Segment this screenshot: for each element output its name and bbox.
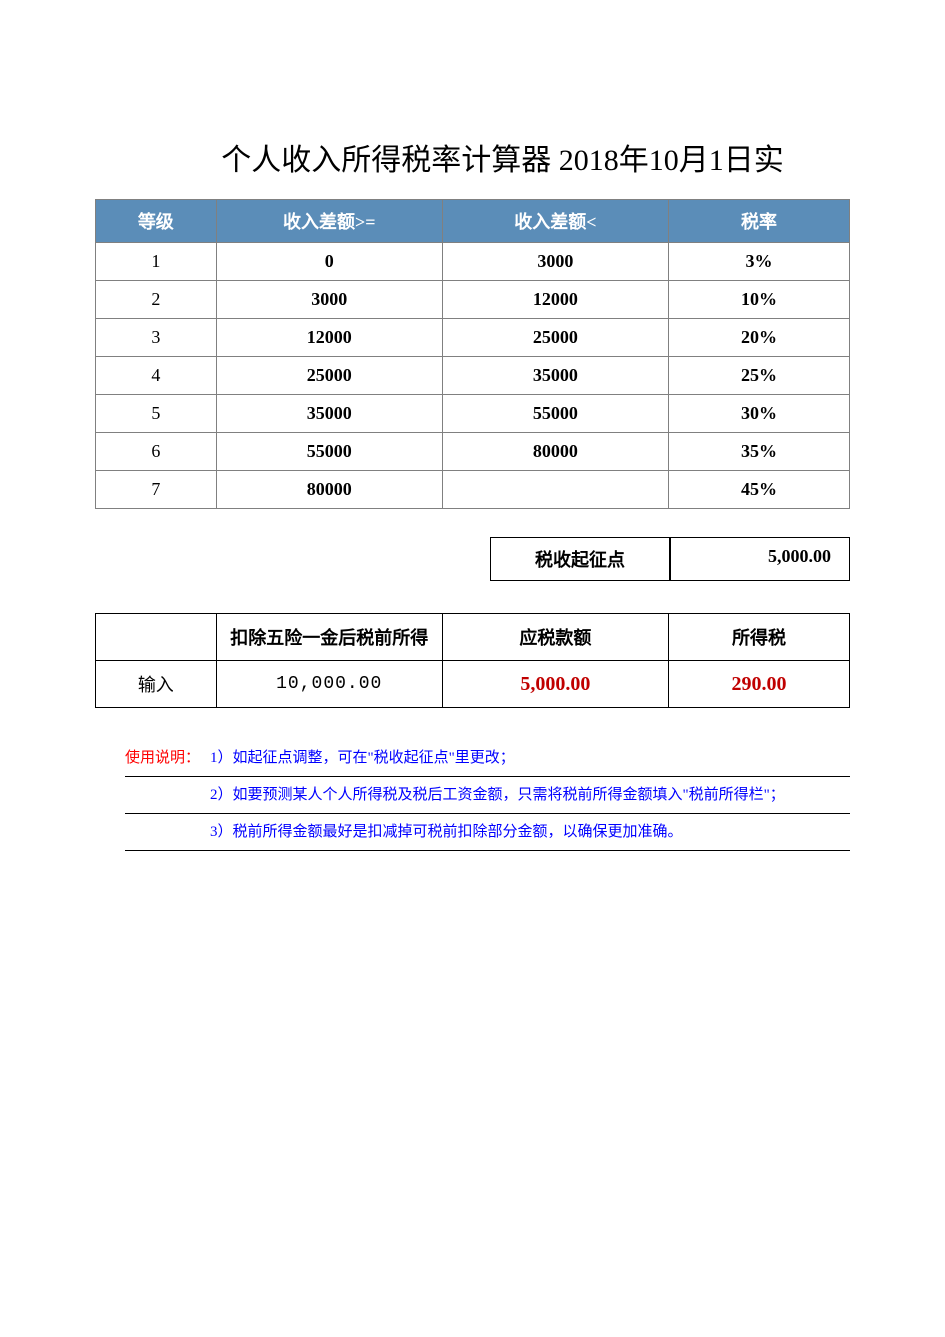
cell-level: 3: [96, 319, 217, 357]
cell-max: [442, 471, 668, 509]
cell-max: 25000: [442, 319, 668, 357]
usage-notes: 使用说明： 1）如起征点调整，可在"税收起征点"里更改； 2）如要预测某人个人所…: [95, 740, 850, 851]
cell-rate: 30%: [669, 395, 850, 433]
calc-input-row: 输入 10,000.00 5,000.00 290.00: [96, 661, 850, 708]
calc-header-row: 扣除五险一金后税前所得 应税款额 所得税: [96, 614, 850, 661]
col-min: 收入差额>=: [216, 200, 442, 243]
notes-heading-spacer: [125, 820, 210, 844]
table-row: 7 80000 45%: [96, 471, 850, 509]
cell-min: 0: [216, 243, 442, 281]
col-max: 收入差额<: [442, 200, 668, 243]
cell-rate: 45%: [669, 471, 850, 509]
note-item: 3）税前所得金额最好是扣减掉可税前扣除部分金额，以确保更加准确。: [210, 820, 850, 844]
page: 个人收入所得税率计算器 2018年10月1日实 等级 收入差额>= 收入差额< …: [0, 0, 945, 851]
cell-level: 7: [96, 471, 217, 509]
cell-level: 1: [96, 243, 217, 281]
calc-tax-value: 290.00: [669, 661, 850, 708]
table-header-row: 等级 收入差额>= 收入差额< 税率: [96, 200, 850, 243]
cell-min: 80000: [216, 471, 442, 509]
table-row: 1 0 3000 3%: [96, 243, 850, 281]
notes-heading-spacer: [125, 783, 210, 807]
calculation-table: 扣除五险一金后税前所得 应税款额 所得税 输入 10,000.00 5,000.…: [95, 613, 850, 708]
calc-col-tax: 所得税: [669, 614, 850, 661]
table-row: 3 12000 25000 20%: [96, 319, 850, 357]
table-row: 5 35000 55000 30%: [96, 395, 850, 433]
note-item: 2）如要预测某人个人所得税及税后工资金额，只需将税前所得金额填入"税前所得栏"；: [210, 783, 850, 807]
cell-level: 4: [96, 357, 217, 395]
cell-level: 2: [96, 281, 217, 319]
table-row: 2 3000 12000 10%: [96, 281, 850, 319]
cell-rate: 25%: [669, 357, 850, 395]
cell-level: 5: [96, 395, 217, 433]
cell-max: 55000: [442, 395, 668, 433]
calc-col-pretax: 扣除五险一金后税前所得: [216, 614, 442, 661]
threshold-label: 税收起征点: [490, 537, 670, 581]
cell-level: 6: [96, 433, 217, 471]
calc-input-value[interactable]: 10,000.00: [216, 661, 442, 708]
note-row: 3）税前所得金额最好是扣减掉可税前扣除部分金额，以确保更加准确。: [125, 814, 850, 851]
cell-max: 80000: [442, 433, 668, 471]
calc-col-taxable: 应税款额: [442, 614, 668, 661]
cell-rate: 3%: [669, 243, 850, 281]
table-row: 6 55000 80000 35%: [96, 433, 850, 471]
cell-rate: 35%: [669, 433, 850, 471]
note-row: 2）如要预测某人个人所得税及税后工资金额，只需将税前所得金额填入"税前所得栏"；: [125, 777, 850, 814]
cell-rate: 20%: [669, 319, 850, 357]
page-title: 个人收入所得税率计算器 2018年10月1日实: [95, 135, 850, 179]
cell-min: 12000: [216, 319, 442, 357]
calc-col-empty: [96, 614, 217, 661]
cell-min: 35000: [216, 395, 442, 433]
cell-rate: 10%: [669, 281, 850, 319]
col-rate: 税率: [669, 200, 850, 243]
tax-brackets-table: 等级 收入差额>= 收入差额< 税率 1 0 3000 3% 2 3000 12…: [95, 199, 850, 509]
calc-taxable-value: 5,000.00: [442, 661, 668, 708]
cell-max: 3000: [442, 243, 668, 281]
cell-max: 12000: [442, 281, 668, 319]
table-row: 4 25000 35000 25%: [96, 357, 850, 395]
note-row: 使用说明： 1）如起征点调整，可在"税收起征点"里更改；: [125, 740, 850, 777]
cell-min: 3000: [216, 281, 442, 319]
cell-min: 25000: [216, 357, 442, 395]
threshold-block: 税收起征点 5,000.00: [95, 537, 850, 581]
col-level: 等级: [96, 200, 217, 243]
cell-min: 55000: [216, 433, 442, 471]
cell-max: 35000: [442, 357, 668, 395]
calc-input-label: 输入: [96, 661, 217, 708]
threshold-value[interactable]: 5,000.00: [670, 537, 850, 581]
notes-heading: 使用说明：: [125, 746, 210, 770]
note-item: 1）如起征点调整，可在"税收起征点"里更改；: [210, 746, 850, 770]
